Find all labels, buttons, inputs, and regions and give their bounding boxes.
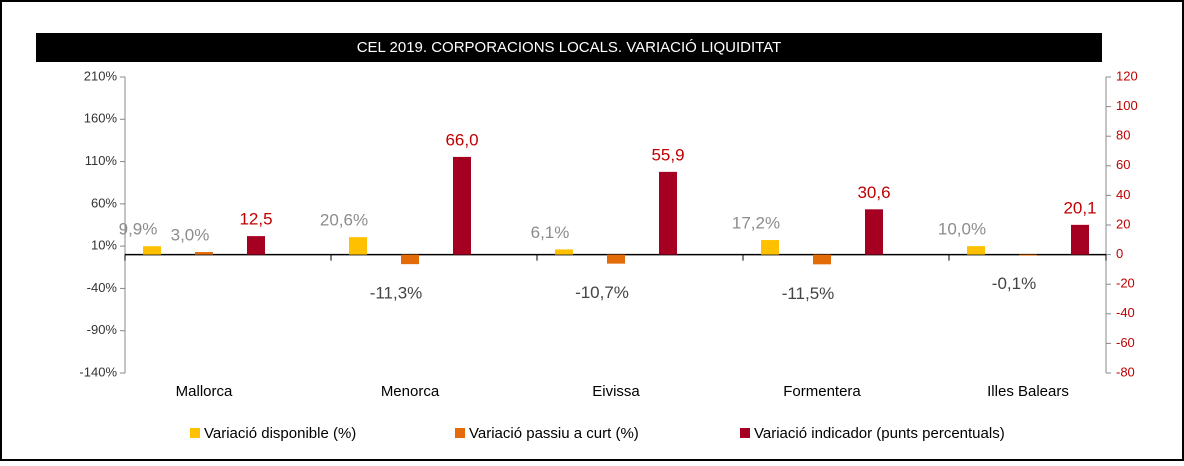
bar [247, 236, 265, 255]
legend-label: Variació indicador (punts percentuals) [754, 425, 1005, 442]
y2-tick-label: -40 [1116, 305, 1135, 320]
data-label: -10,7% [575, 283, 629, 302]
data-label: 17,2% [732, 214, 780, 233]
y-tick-label: -40% [87, 280, 118, 295]
data-label: 66,0 [445, 130, 478, 149]
y-tick-label: 210% [84, 68, 118, 83]
bar [555, 249, 573, 255]
bar [453, 156, 471, 255]
bar [143, 246, 161, 255]
y2-tick-label: 0 [1116, 246, 1123, 261]
title-bar [36, 33, 1102, 62]
y-tick-label: 10% [91, 238, 117, 253]
bar [1019, 254, 1037, 256]
y2-tick-label: 40 [1116, 187, 1130, 202]
x-tick-label: Formentera [783, 383, 861, 400]
y2-tick-label: -60 [1116, 335, 1135, 350]
bar [967, 246, 985, 255]
x-tick-label: Eivissa [592, 383, 640, 400]
data-label: 9,9% [119, 220, 158, 239]
y2-tick-label: 60 [1116, 157, 1130, 172]
x-tick-label: Menorca [381, 383, 440, 400]
bar [401, 254, 419, 265]
bar [761, 240, 779, 255]
y-tick-label: 160% [84, 111, 118, 126]
bar [1071, 224, 1089, 255]
bar [195, 252, 213, 255]
x-tick-label: Illes Balears [987, 383, 1069, 400]
bar [349, 237, 367, 255]
y2-tick-label: 120 [1116, 68, 1138, 83]
bar [865, 209, 883, 255]
data-label: 3,0% [171, 226, 210, 245]
data-label: 20,6% [320, 211, 368, 230]
y2-tick-label: 80 [1116, 128, 1130, 143]
data-label: 6,1% [531, 223, 570, 242]
y-tick-label: 110% [85, 153, 118, 168]
y2-tick-label: 100 [1116, 98, 1138, 113]
data-label: 12,5 [239, 210, 272, 229]
data-label: -11,5% [782, 284, 835, 303]
legend-label: Variació disponible (%) [204, 425, 356, 442]
data-label: -0,1% [992, 274, 1036, 293]
legend-label: Variació passiu a curt (%) [469, 425, 639, 442]
y2-tick-label: 20 [1116, 216, 1130, 231]
chart-title: CEL 2019. CORPORACIONS LOCALS. VARIACIÓ … [357, 39, 782, 56]
data-label: 10,0% [938, 220, 986, 239]
legend-swatch [455, 428, 465, 438]
y-tick-label: -90% [87, 322, 118, 337]
data-label: -11,3% [370, 284, 423, 303]
y2-tick-label: -20 [1116, 276, 1135, 291]
legend-swatch [740, 428, 750, 438]
data-label: 55,9 [651, 145, 684, 164]
x-tick-label: Mallorca [176, 383, 233, 400]
bar [607, 254, 625, 264]
legend-swatch [190, 428, 200, 438]
data-label: 20,1 [1063, 198, 1096, 217]
bar [659, 171, 677, 255]
y2-tick-label: -80 [1116, 364, 1135, 379]
data-label: 30,6 [857, 183, 890, 202]
y-tick-label: 60% [91, 195, 117, 210]
y-tick-label: -140% [79, 364, 117, 379]
bar [813, 254, 831, 265]
